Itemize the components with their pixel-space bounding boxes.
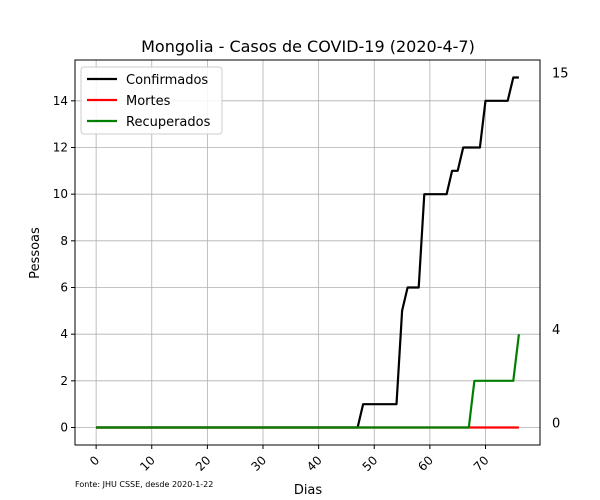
legend-label-recuperados: Recuperados <box>126 115 211 130</box>
x-tick-label: 20 <box>193 453 214 474</box>
series-lines <box>96 76 520 429</box>
y-tick-label: 6 <box>60 281 68 295</box>
series-line-confirmados <box>96 76 519 429</box>
y-tick-label: 12 <box>53 141 68 155</box>
plot-frame <box>74 59 541 446</box>
axis-ticks: 0 10 20 30 40 50 60 70 0 2 4 6 8 10 12 14 <box>53 94 492 474</box>
chart-title: Mongolia - Casos de COVID-19 (2020-4-7) <box>141 37 475 56</box>
x-tick-label: 10 <box>137 453 158 474</box>
x-tick-label: 60 <box>415 453 436 474</box>
legend-label-mortes: Mortes <box>126 94 171 109</box>
series-line-recuperados <box>96 334 520 429</box>
right-value-label: 15 <box>552 67 569 82</box>
x-tick-label: 0 <box>87 453 102 468</box>
x-tick-label: 70 <box>471 453 492 474</box>
x-tick-label: 40 <box>304 453 325 474</box>
y-axis-label: Pessoas <box>28 227 43 279</box>
legend-label-confirmados: Confirmados <box>126 73 208 88</box>
x-tick-label: 50 <box>360 453 381 474</box>
x-tick-label: 30 <box>248 453 269 474</box>
y-tick-label: 2 <box>60 374 68 388</box>
x-axis-label: Dias <box>294 483 323 498</box>
y-tick-label: 10 <box>53 187 68 201</box>
y-tick-label: 0 <box>60 421 68 435</box>
right-value-label: 4 <box>552 323 560 338</box>
legend-box <box>80 66 223 135</box>
y-tick-label: 14 <box>53 94 68 108</box>
right-value-label: 0 <box>552 417 560 432</box>
y-tick-label: 4 <box>60 327 68 341</box>
legend: Confirmados Mortes Recuperados <box>80 66 223 135</box>
y-tick-label: 8 <box>60 234 68 248</box>
grid-lines <box>75 60 540 445</box>
source-footnote: Fonte: JHU CSSE, desde 2020-1-22 <box>75 480 213 489</box>
